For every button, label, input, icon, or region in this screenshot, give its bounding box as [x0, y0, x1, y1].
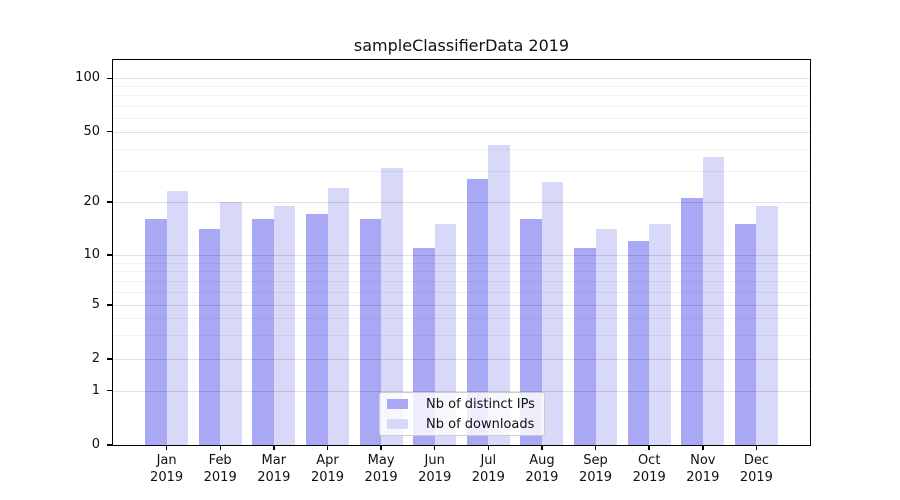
x-tick-mark-aug [541, 445, 543, 450]
x-tick-label-jul: Jul 2019 [471, 453, 505, 485]
x-tick-mark-dec [755, 445, 758, 450]
x-tick-label-dec: Dec 2019 [739, 453, 773, 485]
bar-distinct-ips-apr [306, 214, 328, 445]
y-tick-mark-0 [107, 444, 113, 446]
legend-item-distinct-ips: Nb of distinct IPs [387, 396, 544, 413]
bar-distinct-ips-feb [198, 229, 221, 445]
y-tick-label-100: 100 [75, 70, 100, 86]
y-tick-label-20: 20 [83, 193, 100, 209]
y-tick-label-10: 10 [83, 247, 100, 262]
y-tick-mark-10 [107, 254, 113, 256]
bar-distinct-ips-oct [627, 241, 650, 445]
legend-swatch-distinct-ips [387, 399, 408, 409]
y-tick-label-5: 5 [91, 297, 100, 312]
x-tick-label-apr: Apr 2019 [310, 453, 345, 485]
y-tick-mark-100 [107, 77, 113, 79]
grid-layer [113, 60, 810, 445]
x-tick-mark-nov [702, 445, 704, 450]
y-tick-label-1: 1 [91, 382, 100, 398]
bar-downloads-apr [327, 187, 349, 445]
legend: Nb of distinct IPs Nb of downloads [379, 392, 545, 436]
legend-label-downloads: Nb of downloads [426, 416, 535, 432]
gridline-minor-30 [113, 170, 810, 172]
gridline-minor-90 [113, 86, 810, 88]
bar-downloads-nov [702, 156, 725, 445]
x-tick-mark-mar [273, 445, 275, 450]
bars-layer [113, 60, 810, 445]
bar-distinct-ips-jan [145, 218, 167, 445]
bar-distinct-ips-jul [466, 178, 489, 445]
gridline-minor-9 [113, 262, 810, 264]
gridline-minor-6 [113, 291, 810, 293]
gridline-major-2 [113, 359, 810, 360]
gridline-minor-40 [113, 148, 810, 150]
legend-item-downloads: Nb of downloads [387, 416, 544, 433]
bar-distinct-ips-aug [520, 218, 542, 445]
bar-distinct-ips-dec [734, 223, 757, 445]
x-tick-label-jun: Jun 2019 [418, 453, 452, 485]
gridline-minor-8 [113, 271, 810, 273]
bar-downloads-oct [649, 223, 671, 445]
chart-title: sampleClassifierData 2019 [353, 36, 570, 55]
gridline-major-20 [113, 201, 810, 203]
gridline-minor-70 [113, 105, 810, 107]
bar-downloads-may [381, 168, 403, 445]
gridline-major-100 [113, 78, 810, 80]
x-tick-label-may: May 2019 [364, 453, 398, 485]
y-tick-mark-20 [107, 201, 113, 203]
x-tick-label-feb: Feb 2019 [203, 453, 237, 485]
x-tick-label-aug: Aug 2019 [525, 453, 559, 485]
bar-downloads-jul [488, 144, 510, 445]
x-tick-mark-apr [326, 445, 329, 450]
x-tick-mark-sep [594, 445, 597, 450]
x-tick-label-sep: Sep 2019 [578, 453, 613, 485]
bar-distinct-ips-mar [252, 218, 274, 445]
bar-downloads-sep [595, 229, 617, 445]
gridline-minor-60 [113, 117, 810, 119]
x-tick-mark-may [380, 445, 382, 450]
x-tick-label-jan: Jan 2019 [150, 453, 184, 485]
bar-downloads-jun [434, 223, 457, 445]
bar-distinct-ips-nov [681, 198, 703, 445]
plot-area: Nb of distinct IPs Nb of downloads [112, 59, 811, 446]
x-tick-label-mar: Mar 2019 [257, 453, 291, 485]
x-tick-mark-feb [219, 445, 221, 450]
bar-distinct-ips-sep [574, 247, 596, 445]
y-tick-label-50: 50 [83, 123, 100, 139]
gridline-minor-80 [113, 95, 810, 97]
bar-downloads-jan [166, 191, 189, 445]
gridline-major-10 [113, 255, 810, 256]
bar-downloads-aug [541, 181, 564, 445]
bar-distinct-ips-may [359, 218, 382, 445]
y-tick-mark-5 [107, 304, 113, 306]
gridline-major-5 [113, 305, 810, 306]
legend-label-distinct-ips: Nb of distinct IPs [426, 396, 535, 412]
gridline-minor-4 [113, 318, 810, 320]
legend-swatch-downloads [387, 419, 408, 429]
y-tick-label-0: 0 [91, 437, 100, 452]
x-tick-label-oct: Oct 2019 [632, 453, 666, 485]
x-tick-label-nov: Nov 2019 [686, 453, 720, 485]
gridline-minor-7 [113, 280, 810, 282]
bar-downloads-feb [220, 201, 242, 445]
x-tick-mark-jan [165, 445, 168, 450]
y-tick-mark-50 [107, 130, 113, 133]
y-tick-mark-1 [107, 389, 113, 392]
x-tick-mark-jul [487, 445, 490, 450]
x-tick-mark-jun [433, 445, 436, 450]
gridline-major-50 [113, 131, 810, 133]
gridline-major-1 [113, 390, 810, 392]
bar-downloads-dec [756, 205, 778, 445]
gridline-minor-3 [113, 335, 810, 337]
y-tick-label-2: 2 [91, 351, 100, 366]
x-tick-mark-oct [648, 445, 650, 450]
y-tick-mark-2 [107, 358, 113, 360]
bar-downloads-mar [273, 205, 296, 445]
